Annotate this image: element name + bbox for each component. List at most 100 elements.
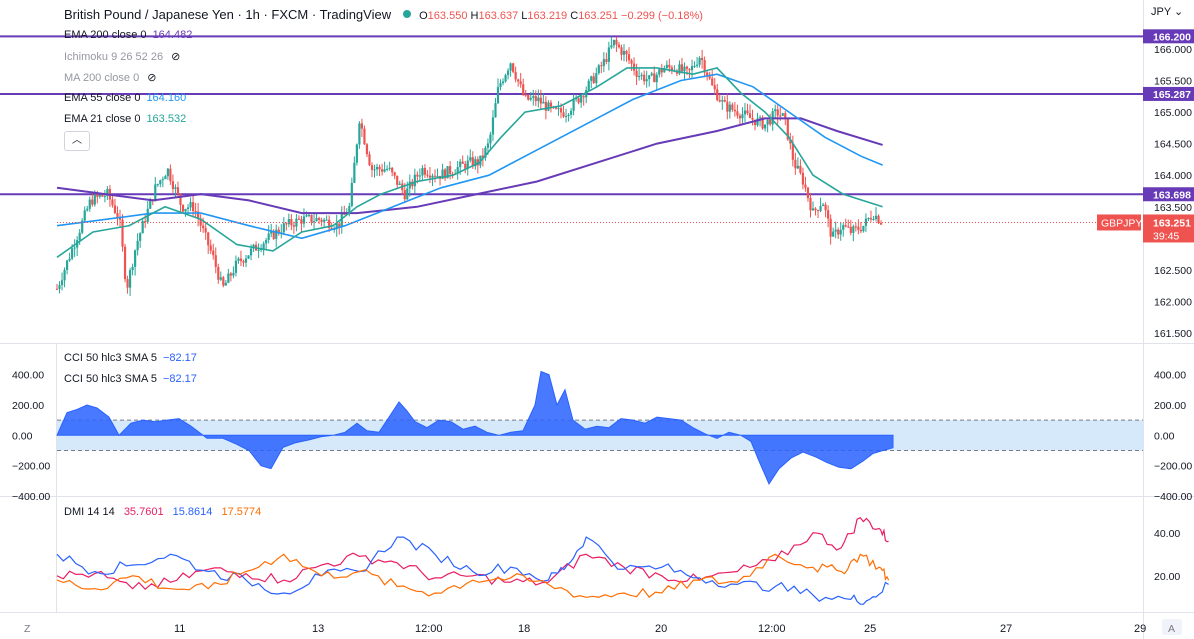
candle (136, 233, 139, 256)
candle (181, 204, 185, 214)
candle-body (695, 64, 699, 66)
candle-body (663, 68, 666, 73)
candle (83, 206, 86, 223)
current-price-label: 163.251 (1153, 217, 1191, 229)
currency-selector[interactable]: JPY ⌄ (1151, 6, 1184, 18)
candle-body (275, 229, 278, 239)
candle-timer-label: 39:45 (1153, 230, 1179, 242)
candle-body (496, 87, 500, 104)
candle (859, 221, 862, 234)
candle-body (741, 114, 744, 119)
candle (161, 176, 164, 188)
candle-body (88, 199, 91, 209)
candle-body (761, 117, 764, 129)
dmi-line-adx (56, 516, 889, 591)
candle-body (164, 176, 167, 180)
candle (721, 95, 724, 110)
candle-body (539, 97, 542, 104)
candle (131, 263, 134, 276)
candle (355, 143, 358, 166)
price-tick-label: 164.000 (1154, 170, 1192, 182)
level-price-tag (1143, 86, 1194, 101)
candle (335, 214, 338, 237)
candle-body (529, 97, 532, 100)
candle-body (403, 190, 406, 200)
candle (655, 72, 658, 91)
candle-body (370, 165, 374, 170)
candle (602, 52, 605, 73)
candle (277, 226, 280, 236)
candle-body (756, 118, 759, 126)
candle-body (428, 175, 432, 178)
candle (509, 62, 512, 77)
cci-legend-2[interactable]: CCI 50 hlc3 SMA 5 −82.17 (64, 373, 197, 385)
candle-body (650, 73, 653, 76)
candle-body (524, 94, 527, 96)
candle-body (660, 69, 663, 73)
candle-body (872, 218, 875, 220)
candle (491, 109, 495, 142)
candle (494, 97, 497, 118)
candle-body (816, 210, 820, 212)
candle-body (547, 102, 550, 111)
candle (373, 164, 376, 178)
candle-body (335, 223, 338, 230)
candle-body (688, 68, 691, 71)
candle-body (620, 47, 623, 55)
candle-body (134, 250, 137, 267)
candle (849, 219, 852, 236)
dmi-legend[interactable]: DMI 14 14 35.7601 15.8614 17.5774 (64, 506, 262, 518)
candle-body (821, 204, 825, 207)
candle (519, 72, 522, 88)
candle (386, 165, 389, 172)
candle (111, 195, 114, 208)
candle (164, 174, 167, 180)
candle (287, 213, 290, 228)
candle-body (569, 110, 573, 115)
legend-ma200[interactable]: MA 200 close 0 ⊘ (64, 72, 157, 84)
time-tick-label: 12:00 (758, 623, 786, 635)
candle (55, 283, 59, 290)
legend-ema200[interactable]: EMA 200 close 0 164.482 (64, 29, 193, 41)
candle-body (491, 117, 495, 135)
candle-body (711, 78, 714, 86)
dmi-line-di (56, 553, 890, 598)
candle (239, 250, 243, 267)
candle-body (227, 273, 230, 283)
candle (174, 184, 177, 198)
chevron-up-icon[interactable]: ︿ (64, 131, 90, 151)
candle-body (282, 223, 285, 233)
legend-ema21[interactable]: EMA 21 close 0 163.532 (64, 113, 187, 125)
candle-body (237, 258, 240, 261)
candle (632, 57, 636, 76)
candle-body (640, 74, 643, 76)
candle-body (181, 204, 185, 212)
candle (265, 237, 268, 250)
candle (854, 222, 857, 232)
candle (139, 232, 142, 248)
legend-ichimoku[interactable]: Ichimoku 9 26 52 26 ⊘ (64, 51, 181, 63)
candle (186, 204, 190, 214)
candle-body (597, 65, 600, 74)
candle-body (217, 266, 220, 280)
candle (590, 75, 593, 89)
candle-body (388, 167, 391, 169)
candle-body (285, 223, 288, 225)
candle-body (577, 98, 580, 103)
candle (615, 36, 618, 53)
eye-hidden-icon[interactable]: ⊘ (147, 72, 157, 84)
candle-body (149, 199, 152, 209)
candle-body (726, 101, 729, 112)
dmi-tick-label: 40.00 (1154, 528, 1180, 540)
level-price-tag (1143, 29, 1194, 44)
eye-hidden-icon[interactable]: ⊘ (171, 51, 181, 63)
change-readout: −0.299 (−0.18%) (621, 10, 703, 22)
candle-body (128, 270, 132, 288)
candle-body (713, 85, 716, 90)
candle-body (60, 280, 64, 286)
candle-body (373, 169, 376, 171)
candle-body (474, 159, 477, 167)
legend-ema55[interactable]: EMA 55 close 0 164.160 (64, 92, 187, 104)
cci-legend-1[interactable]: CCI 50 hlc3 SMA 5 −82.17 (64, 352, 197, 364)
